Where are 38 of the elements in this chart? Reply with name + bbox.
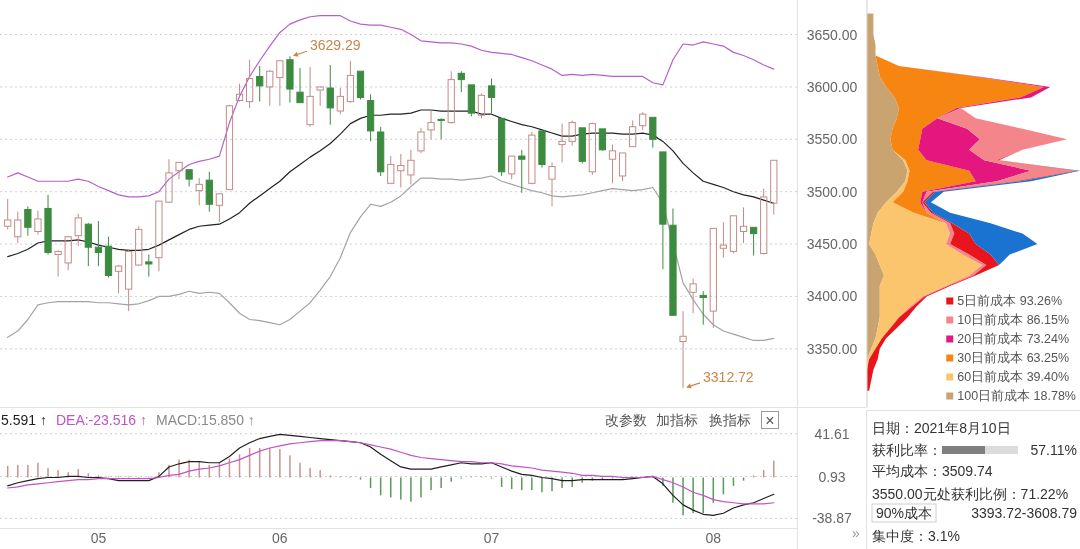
legend-label: 20日前成本 73.24% xyxy=(957,332,1070,346)
annotation: 3629.29 xyxy=(309,37,361,54)
annotation: × xyxy=(765,411,775,429)
text: 3550.00元处获利比例：71.22% xyxy=(872,486,1069,502)
text: 5.591 ↑ xyxy=(1,412,47,428)
x-tick-label: 08 xyxy=(705,530,722,546)
annotation: 加指标 xyxy=(656,412,698,428)
y-tick-label: 3400.00 xyxy=(806,288,858,305)
text: 集中度：3.1% xyxy=(872,528,960,544)
legend-label: 10日前成本 86.15% xyxy=(957,313,1070,327)
y-tick-label: 41.61 xyxy=(814,425,850,442)
y-tick-label: 3350.00 xyxy=(806,340,858,357)
y-tick-label: 3600.00 xyxy=(806,78,858,95)
annotation: 换指标 xyxy=(709,412,751,428)
x-tick-label: 06 xyxy=(272,530,288,546)
legend-label: 5日前成本 93.26% xyxy=(957,294,1063,308)
annotation: 3312.72 xyxy=(703,368,754,385)
text: » xyxy=(852,525,861,541)
x-tick-label: 07 xyxy=(483,530,500,546)
annotation: 获利比率： xyxy=(872,442,942,458)
legend-label: 30日前成本 63.25% xyxy=(957,351,1070,365)
legend-label: 100日前成本 18.78% xyxy=(957,389,1076,403)
text: 90%成本 xyxy=(876,505,933,521)
legend-label: 60日前成本 39.40% xyxy=(957,370,1070,384)
text: 日期：2021年8月10日 xyxy=(872,420,1011,436)
x-tick-label: 05 xyxy=(90,530,107,546)
y-tick-label: -38.87 xyxy=(812,510,853,527)
y-tick-label: 3550.00 xyxy=(806,131,858,148)
y-tick-label: 3650.00 xyxy=(806,26,858,43)
text: 平均成本：3509.74 xyxy=(872,463,993,479)
text: DEA:-23.516 ↑ xyxy=(55,412,147,428)
text: 57.11% xyxy=(1030,442,1077,458)
y-tick-label: 3450.00 xyxy=(806,236,858,253)
y-tick-label: 3500.00 xyxy=(806,183,858,200)
text: 3393.72-3608.79 xyxy=(971,505,1078,521)
annotation: 改参数 xyxy=(605,412,647,428)
y-tick-label: 0.93 xyxy=(818,468,846,485)
annotation: MACD:15.850 ↑ xyxy=(156,412,255,428)
